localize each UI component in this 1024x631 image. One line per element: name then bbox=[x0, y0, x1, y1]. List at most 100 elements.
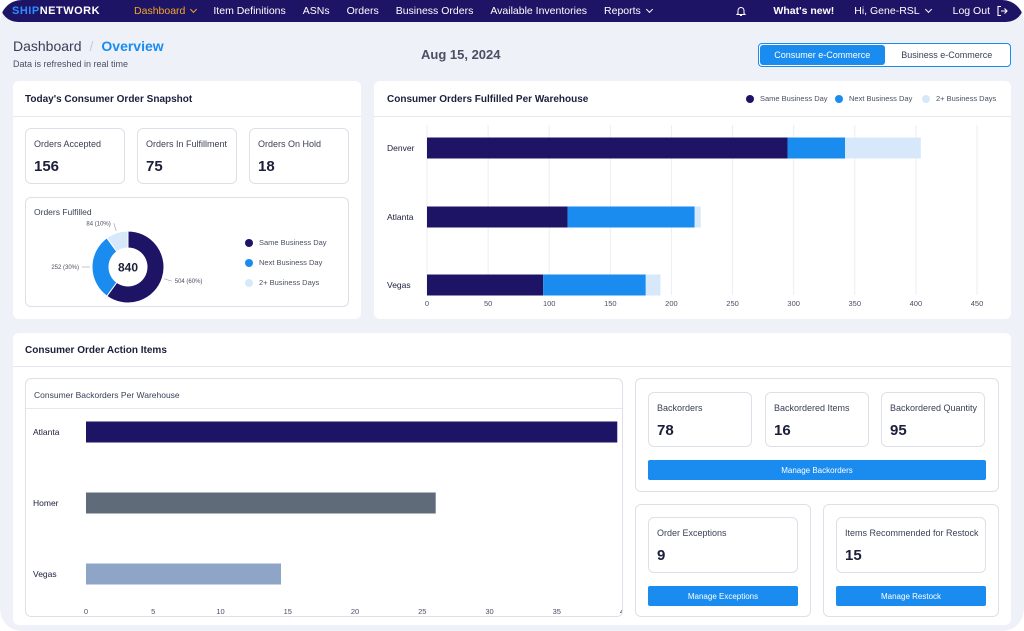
logout-button[interactable]: Log Out bbox=[953, 5, 1008, 17]
breadcrumb-root[interactable]: Dashboard bbox=[13, 38, 82, 54]
category-label: Vegas bbox=[387, 280, 411, 290]
whats-new-link[interactable]: What's new! bbox=[773, 5, 835, 17]
x-tick-label: 50 bbox=[484, 299, 492, 308]
stat-value: 18 bbox=[258, 158, 275, 175]
snapshot-title: Today's Consumer Order Snapshot bbox=[25, 94, 193, 105]
refresh-note: Data is refreshed in real time bbox=[13, 59, 129, 69]
category-label: Denver bbox=[387, 143, 415, 153]
stat-order-exceptions: Order Exceptions 9 bbox=[648, 517, 798, 573]
backorders-chart-title: Consumer Backorders Per Warehouse bbox=[34, 390, 180, 400]
category-label: Atlanta bbox=[33, 427, 60, 437]
action-items-card: Consumer Order Action Items Consumer Bac… bbox=[13, 333, 1011, 625]
x-tick-label: 250 bbox=[726, 299, 739, 308]
manage-backorders-button[interactable]: Manage Backorders bbox=[648, 460, 986, 480]
manage-exceptions-button[interactable]: Manage Exceptions bbox=[648, 586, 798, 606]
restock-panel: Items Recommended for Restock 15 Manage … bbox=[823, 504, 999, 617]
bell-icon bbox=[736, 7, 747, 16]
bar-segment bbox=[427, 137, 788, 159]
bar-segment bbox=[787, 137, 845, 159]
x-tick-label: 350 bbox=[849, 299, 862, 308]
x-tick-label: 450 bbox=[971, 299, 984, 308]
x-tick-label: 10 bbox=[216, 607, 224, 615]
backorder-bar bbox=[86, 492, 436, 514]
stat-label: Order Exceptions bbox=[657, 528, 727, 538]
nav-asns[interactable]: ASNs bbox=[302, 5, 330, 17]
stat-label: Orders On Hold bbox=[258, 139, 322, 149]
breadcrumb: Dashboard / Overview bbox=[13, 38, 164, 54]
nav-dashboard[interactable]: Dashboard bbox=[134, 5, 198, 17]
stat-value: 95 bbox=[890, 422, 907, 439]
action-items-title: Consumer Order Action Items bbox=[25, 345, 167, 356]
x-tick-label: 100 bbox=[543, 299, 556, 308]
legend-2plus-days: 2+ Business Days bbox=[245, 278, 319, 288]
logo[interactable]: SHIPNETWORK bbox=[12, 5, 101, 17]
stat-value: 75 bbox=[146, 158, 163, 175]
toggle-business-ecommerce[interactable]: Business e-Commerce bbox=[901, 50, 993, 60]
stat-backorders: Backorders 78 bbox=[648, 392, 752, 447]
stat-items-recommended-restock: Items Recommended for Restock 15 bbox=[836, 517, 986, 573]
stat-label: Orders In Fulfillment bbox=[146, 139, 228, 149]
stat-value: 15 bbox=[845, 547, 862, 564]
x-tick-label: 200 bbox=[665, 299, 678, 308]
chevron-down-icon bbox=[190, 5, 198, 14]
divider bbox=[374, 116, 1011, 117]
bar-segment bbox=[543, 274, 646, 296]
exceptions-panel: Order Exceptions 9 Manage Exceptions bbox=[635, 504, 811, 617]
legend-swatch bbox=[835, 95, 843, 104]
stat-label: Backordered Items bbox=[774, 403, 850, 413]
x-tick-label: 30 bbox=[485, 607, 493, 615]
donut-leader-line bbox=[113, 223, 117, 231]
logout-icon bbox=[997, 5, 1008, 17]
backorder-bar bbox=[86, 563, 282, 585]
divider bbox=[13, 366, 1011, 367]
legend-swatch bbox=[746, 95, 754, 104]
donut-slice-label: 252 (30%) bbox=[51, 265, 79, 271]
date-label: Aug 15, 2024 bbox=[421, 47, 501, 62]
user-menu[interactable]: Hi, Gene-RSL bbox=[854, 5, 932, 17]
nav-orders[interactable]: Orders bbox=[346, 5, 379, 17]
x-tick-label: 5 bbox=[151, 607, 155, 615]
orders-fulfilled-donut: 504 (60%) 252 (30%) 84 (10%) 840 bbox=[51, 221, 203, 304]
warehouse-chart-card: Consumer Orders Fulfilled Per Warehouse … bbox=[374, 81, 1011, 319]
stat-value: 9 bbox=[657, 547, 666, 564]
stat-orders-on-hold: Orders On Hold 18 bbox=[249, 128, 349, 184]
donut-leader-line bbox=[164, 278, 172, 282]
legend-2plus-days: 2+ Business Days bbox=[922, 94, 996, 104]
notifications-button[interactable] bbox=[735, 5, 747, 17]
nav-item-definitions[interactable]: Item Definitions bbox=[213, 5, 286, 17]
x-tick-label: 0 bbox=[84, 607, 88, 615]
toggle-consumer-ecommerce[interactable]: Consumer e-Commerce bbox=[760, 45, 885, 65]
x-tick-label: 0 bbox=[425, 299, 429, 308]
bar-segment bbox=[645, 274, 661, 296]
nav-available-inventories[interactable]: Available Inventories bbox=[490, 5, 588, 17]
donut-slice-label: 504 (60%) bbox=[175, 279, 203, 285]
x-tick-label: 40 bbox=[620, 607, 622, 615]
bar-segment bbox=[567, 206, 695, 228]
stat-label: Orders Accepted bbox=[34, 139, 102, 149]
backorders-bar-chart: 0 5 10 15 20 25 30 35 40 Atlanta Homer Vegas bbox=[33, 421, 622, 615]
nav-reports[interactable]: Reports bbox=[604, 5, 653, 17]
donut-center bbox=[110, 249, 146, 285]
legend-swatch bbox=[245, 259, 253, 268]
stat-backordered-quantity: Backordered Quantity 95 bbox=[881, 392, 985, 447]
donut-slice-3 bbox=[106, 230, 129, 253]
bar-segment bbox=[427, 206, 568, 228]
divider bbox=[26, 408, 622, 409]
x-tick-label: 400 bbox=[910, 299, 923, 308]
chevron-down-icon bbox=[645, 5, 653, 14]
nav-business-orders[interactable]: Business Orders bbox=[395, 5, 474, 17]
x-tick-label: 35 bbox=[553, 607, 561, 615]
breadcrumb-current: Overview bbox=[101, 38, 164, 54]
category-label: Atlanta bbox=[387, 212, 414, 222]
stat-label: Backorders bbox=[657, 403, 703, 413]
bar-segment bbox=[427, 274, 544, 296]
x-tick-label: 300 bbox=[787, 299, 800, 308]
divider bbox=[13, 116, 361, 117]
bar-segment bbox=[845, 137, 921, 159]
manage-restock-button[interactable]: Manage Restock bbox=[836, 586, 986, 606]
category-label: Homer bbox=[33, 498, 59, 508]
legend-same-day: Same Business Day bbox=[245, 238, 327, 248]
donut-total: 840 bbox=[118, 261, 138, 275]
x-tick-label: 25 bbox=[418, 607, 426, 615]
